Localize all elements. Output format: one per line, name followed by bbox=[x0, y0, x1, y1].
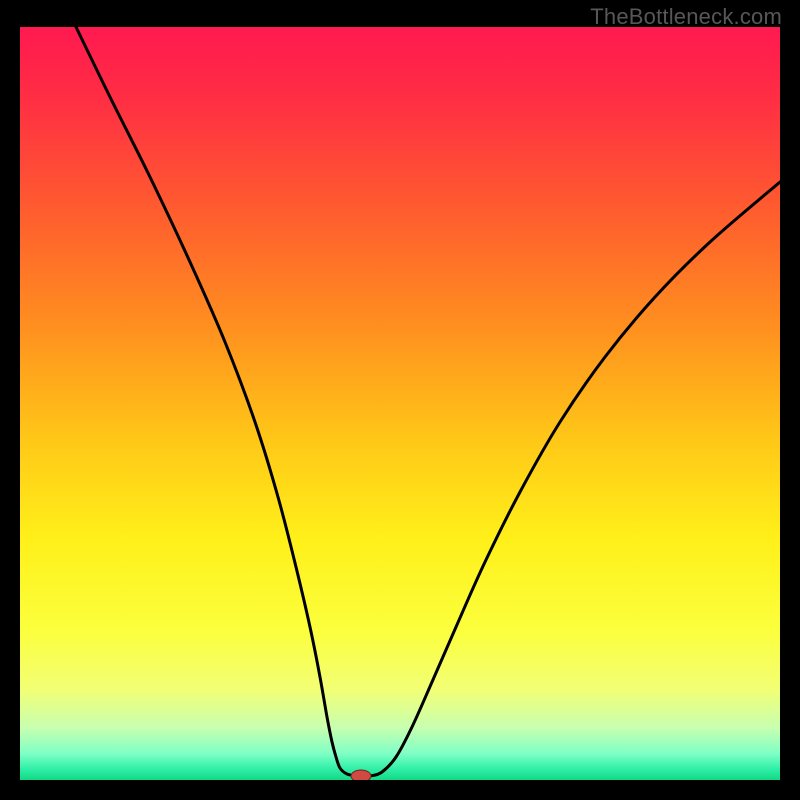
optimal-point-marker bbox=[20, 27, 780, 780]
plot-area bbox=[20, 27, 780, 780]
chart-frame: TheBottleneck.com bbox=[0, 0, 800, 800]
watermark-text: TheBottleneck.com bbox=[590, 4, 782, 30]
